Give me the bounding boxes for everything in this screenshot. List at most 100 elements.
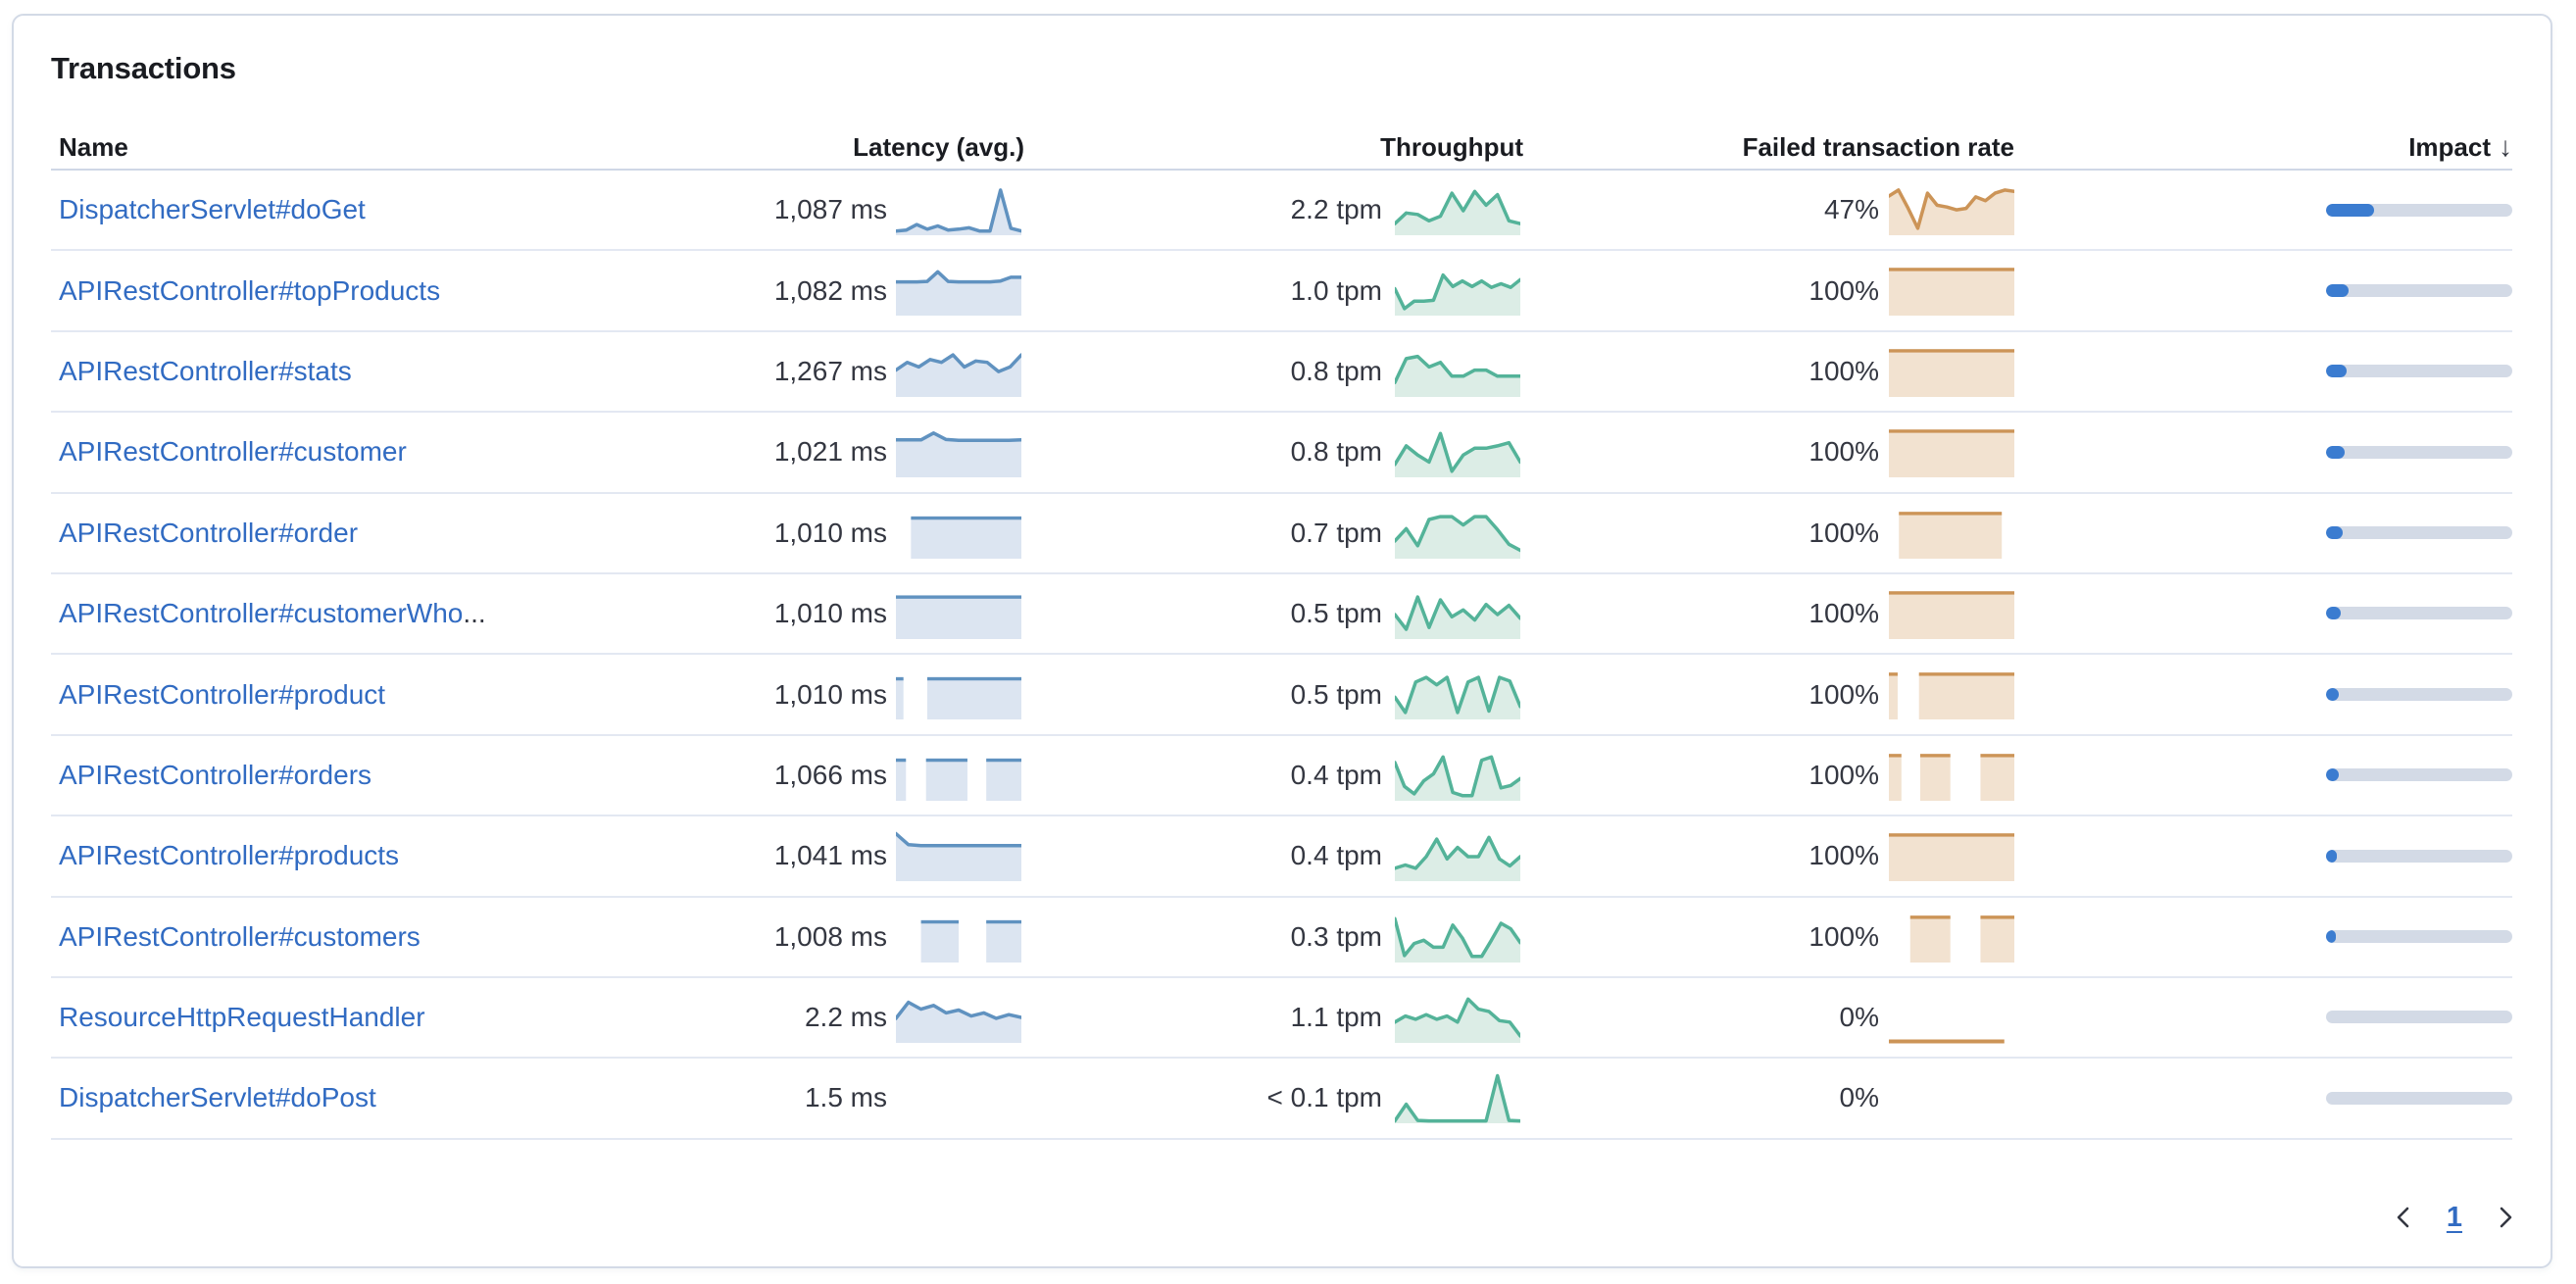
table-row: APIRestController#topProducts 1,082 ms 1.0… bbox=[51, 251, 2512, 332]
impact-bar-fill bbox=[2326, 607, 2342, 620]
throughput-value: 1.0 tpm bbox=[1290, 274, 1382, 306]
sort-descending-icon: ↓ bbox=[2499, 131, 2512, 162]
latency-value: 1,087 ms bbox=[773, 194, 887, 225]
transaction-name-text: APIRestController#products bbox=[59, 840, 400, 871]
transaction-name-text: APIRestController#order bbox=[59, 517, 359, 548]
transaction-name-link[interactable]: APIRestController#stats bbox=[59, 332, 352, 411]
transaction-name-link[interactable]: DispatcherServlet#doPost bbox=[59, 1059, 376, 1137]
failed-rate-value: 100% bbox=[1808, 355, 1879, 386]
throughput-value: 0.5 tpm bbox=[1290, 598, 1382, 629]
impact-bar bbox=[2326, 365, 2512, 378]
latency-value: 1,082 ms bbox=[773, 274, 887, 306]
column-header-throughput[interactable]: Throughput bbox=[1380, 132, 1523, 162]
impact-bar-fill bbox=[2326, 526, 2344, 540]
transaction-name-link[interactable]: ResourceHttpRequestHandler bbox=[59, 978, 425, 1057]
latency-value: 1.5 ms bbox=[804, 1082, 887, 1113]
throughput-value: 0.3 tpm bbox=[1290, 920, 1382, 952]
impact-bar bbox=[2326, 930, 2512, 944]
latency-sparkline bbox=[894, 344, 1023, 399]
failed-rate-sparkline bbox=[1889, 1070, 2014, 1125]
next-page-button[interactable] bbox=[2488, 1201, 2521, 1234]
column-header-latency[interactable]: Latency (avg.) bbox=[853, 132, 1024, 162]
throughput-sparkline bbox=[1393, 990, 1522, 1045]
transaction-name-link[interactable]: APIRestController#customer bbox=[59, 413, 407, 491]
impact-bar-fill bbox=[2326, 445, 2345, 459]
table-row: APIRestController#customer 1,021 ms 0.8 tp… bbox=[51, 413, 2512, 494]
transactions-table: Name Latency (avg.) Throughput Failed tr… bbox=[51, 125, 2512, 1140]
panel-title: Transactions bbox=[51, 51, 236, 85]
latency-sparkline bbox=[896, 667, 1021, 721]
table-body: DispatcherServlet#doGet 1,087 ms 2.2 tpm 47… bbox=[51, 171, 2512, 1140]
throughput-value: 0.4 tpm bbox=[1290, 759, 1382, 790]
impact-bar bbox=[2326, 1011, 2512, 1024]
transaction-name-text: ResourceHttpRequestHandler bbox=[59, 1002, 425, 1033]
table-row: DispatcherServlet#doPost 1.5 ms < 0.1 tpm 0… bbox=[51, 1059, 2512, 1140]
table-header-row: Name Latency (avg.) Throughput Failed tr… bbox=[51, 125, 2512, 171]
impact-bar bbox=[2326, 1091, 2512, 1105]
table-row: APIRestController#stats 1,267 ms 0.8 tpm 10… bbox=[51, 332, 2512, 414]
transaction-name-link[interactable]: APIRestController#orders bbox=[59, 736, 372, 815]
latency-value: 1,021 ms bbox=[773, 436, 887, 468]
failed-rate-value: 100% bbox=[1808, 598, 1879, 629]
transaction-name-text: DispatcherServlet#doPost bbox=[59, 1082, 376, 1113]
table-row: ResourceHttpRequestHandler 2.2 ms 1.1 tpm 0… bbox=[51, 978, 2512, 1060]
table-row: APIRestController#customers 1,008 ms 0.3 t… bbox=[51, 898, 2512, 978]
throughput-sparkline bbox=[1393, 344, 1522, 399]
failed-rate-sparkline bbox=[1889, 748, 2014, 803]
throughput-value: 0.5 tpm bbox=[1290, 678, 1382, 710]
previous-page-button[interactable] bbox=[2388, 1201, 2421, 1234]
impact-bar-fill bbox=[2326, 768, 2340, 782]
column-header-failed-rate[interactable]: Failed transaction rate bbox=[1742, 132, 2014, 162]
failed-rate-sparkline bbox=[1889, 667, 2014, 721]
failed-rate-sparkline bbox=[1889, 344, 2014, 399]
throughput-sparkline bbox=[1393, 506, 1522, 561]
transaction-name-link[interactable]: APIRestController#topProducts bbox=[59, 251, 440, 329]
failed-rate-value: 0% bbox=[1839, 1082, 1879, 1113]
failed-rate-value: 100% bbox=[1808, 274, 1879, 306]
failed-rate-sparkline bbox=[1889, 828, 2014, 883]
transaction-name-link[interactable]: APIRestController#customerWho... bbox=[59, 574, 486, 653]
latency-sparkline bbox=[896, 910, 1021, 964]
chevron-right-icon bbox=[2500, 1207, 2512, 1228]
latency-sparkline bbox=[894, 424, 1023, 479]
impact-bar bbox=[2326, 687, 2512, 701]
column-header-impact[interactable]: Impact ↓ bbox=[2408, 125, 2512, 169]
latency-value: 1,066 ms bbox=[773, 759, 887, 790]
table-row: APIRestController#product 1,010 ms 0.5 tpm… bbox=[51, 655, 2512, 736]
transaction-name-link[interactable]: APIRestController#products bbox=[59, 816, 399, 895]
throughput-value: 2.2 tpm bbox=[1290, 194, 1382, 225]
latency-value: 1,010 ms bbox=[773, 678, 887, 710]
throughput-sparkline bbox=[1393, 910, 1522, 964]
failed-rate-sparkline bbox=[1889, 424, 2014, 479]
impact-bar bbox=[2326, 283, 2512, 297]
impact-bar-fill bbox=[2326, 849, 2338, 863]
latency-sparkline bbox=[896, 1070, 1021, 1125]
chevron-left-icon bbox=[2397, 1207, 2409, 1228]
throughput-sparkline bbox=[1393, 424, 1522, 479]
failed-rate-sparkline bbox=[1889, 506, 2014, 561]
transaction-name-link[interactable]: APIRestController#product bbox=[59, 655, 385, 733]
failed-rate-value: 100% bbox=[1808, 678, 1879, 710]
column-header-name[interactable]: Name bbox=[59, 132, 128, 162]
failed-rate-value: 100% bbox=[1808, 759, 1879, 790]
failed-rate-value: 0% bbox=[1839, 1002, 1879, 1033]
impact-bar bbox=[2326, 526, 2512, 540]
failed-rate-sparkline bbox=[1889, 263, 2014, 318]
impact-bar bbox=[2326, 445, 2512, 459]
transaction-name-text: APIRestController#orders bbox=[59, 759, 372, 790]
table-row: APIRestController#order 1,010 ms 0.7 tpm 10… bbox=[51, 494, 2512, 574]
throughput-value: 1.1 tpm bbox=[1290, 1002, 1382, 1033]
transaction-name-text: APIRestController#customer bbox=[59, 436, 407, 468]
impact-bar-fill bbox=[2326, 365, 2347, 378]
page-number-current[interactable]: 1 bbox=[2446, 1201, 2462, 1233]
transaction-name-link[interactable]: APIRestController#order bbox=[59, 494, 358, 572]
transaction-name-link[interactable]: APIRestController#customers bbox=[59, 898, 421, 976]
latency-value: 2.2 ms bbox=[804, 1002, 887, 1033]
failed-rate-sparkline bbox=[1889, 990, 2014, 1045]
table-row: APIRestController#orders 1,066 ms 0.4 tpm 1… bbox=[51, 736, 2512, 817]
impact-bar bbox=[2326, 203, 2512, 217]
throughput-sparkline bbox=[1393, 667, 1522, 721]
transaction-name-link[interactable]: DispatcherServlet#doGet bbox=[59, 171, 366, 249]
transaction-name-text: DispatcherServlet#doGet bbox=[59, 194, 366, 225]
impact-bar bbox=[2326, 607, 2512, 620]
